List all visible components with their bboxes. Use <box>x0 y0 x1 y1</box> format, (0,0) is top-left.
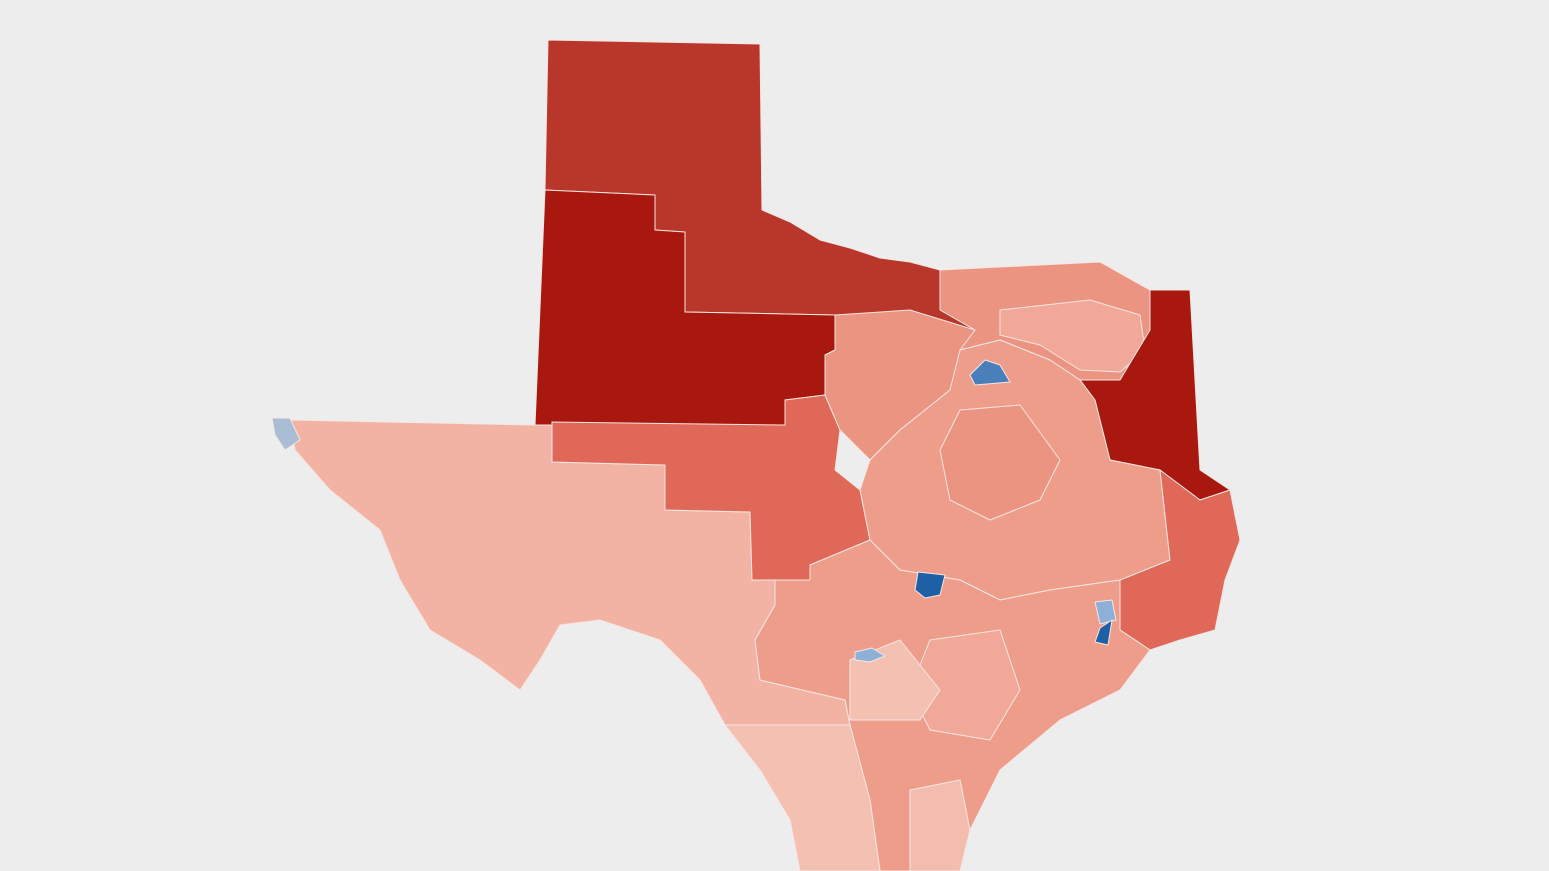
district <box>1094 599 1117 625</box>
district <box>854 647 886 663</box>
district <box>909 779 971 871</box>
district <box>914 571 946 599</box>
district <box>724 724 881 871</box>
district <box>1094 619 1113 646</box>
district <box>271 417 301 451</box>
district <box>1119 469 1241 651</box>
district <box>939 404 1061 521</box>
district <box>999 299 1146 373</box>
district <box>969 359 1011 386</box>
